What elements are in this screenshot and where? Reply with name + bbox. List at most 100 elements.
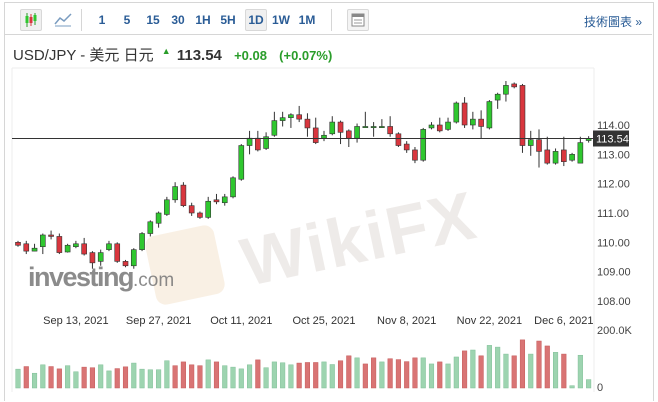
candle-body <box>197 212 203 218</box>
candle-body <box>155 212 162 224</box>
interval-15[interactable]: 15 <box>146 13 160 27</box>
volume-bar <box>503 353 509 389</box>
candle-body <box>106 243 112 250</box>
volume-axis-min-label: 0 <box>597 382 603 394</box>
volume-bar <box>263 367 269 389</box>
candle-body <box>403 143 410 151</box>
price-axis-label: 114.00 <box>597 120 630 132</box>
candle-body <box>436 124 443 132</box>
interval-1m[interactable]: 1M <box>298 13 316 27</box>
interval-1d[interactable]: 1D <box>245 9 267 31</box>
candle-body <box>56 236 63 253</box>
candle-body <box>561 149 567 162</box>
candle-body <box>180 184 187 206</box>
volume-axis-max-label: 200.0K <box>597 325 633 337</box>
volume-bar <box>519 339 526 389</box>
investing-logo-watermark: investing.com <box>28 262 174 293</box>
volume-bar <box>528 353 534 389</box>
candle-body <box>519 85 526 146</box>
volume-bar <box>15 368 21 389</box>
candle-body <box>445 121 451 130</box>
price-change-percent: (+0.07%) <box>279 48 333 63</box>
volume-bar <box>89 367 95 389</box>
volume-bar <box>222 365 228 389</box>
volume-bar <box>48 366 54 389</box>
volume-bar <box>247 364 253 389</box>
price-axis-label: 109.00 <box>597 267 631 279</box>
candle-body <box>552 151 559 164</box>
volume-bar <box>164 360 170 389</box>
volume-bar <box>304 362 310 389</box>
candle-body <box>205 200 212 218</box>
candle-body <box>40 234 46 248</box>
interval-5[interactable]: 5 <box>123 13 131 27</box>
candle-body <box>73 243 79 248</box>
up-arrow-icon: ▲ <box>161 46 171 56</box>
volume-bar <box>586 379 592 389</box>
interval-5h[interactable]: 5H <box>220 13 236 27</box>
candle-body <box>255 137 261 151</box>
toolbar: 1 5 15 30 1H 5H 1D 1W 1M 技術圖表 » <box>5 3 652 35</box>
volume-bar <box>156 369 162 389</box>
candle-body <box>271 120 278 136</box>
candle-body <box>64 244 71 253</box>
volume-bar <box>428 363 435 389</box>
pair-name: USD/JPY - 美元 日元 <box>13 47 154 64</box>
candle-body <box>122 261 129 267</box>
volume-bar <box>577 354 583 389</box>
current-price-label: 113.54 <box>596 133 629 145</box>
candle-body <box>246 137 253 146</box>
candle-body <box>461 102 468 126</box>
volume-bar <box>536 340 542 389</box>
interval-1w[interactable]: 1W <box>272 13 290 27</box>
volume-bar <box>569 385 575 389</box>
candle-body <box>577 142 584 164</box>
volume-bar <box>412 357 418 389</box>
volume-bar <box>23 366 29 389</box>
volume-bar <box>280 362 286 389</box>
volume-bar <box>354 357 360 389</box>
interval-30[interactable]: 30 <box>171 13 185 27</box>
volume-bar <box>404 361 410 389</box>
candle-body <box>164 199 170 215</box>
candle-body <box>511 83 518 88</box>
candle-body <box>147 221 154 234</box>
candle-body <box>395 133 402 146</box>
candle-body <box>263 136 269 149</box>
volume-bar <box>371 357 377 389</box>
volume-bar <box>561 353 567 389</box>
volume-bar <box>255 359 261 389</box>
volume-bar <box>131 362 137 389</box>
price-axis-label: 108.00 <box>597 296 631 308</box>
date-axis-label: Sep 27, 2021 <box>126 315 191 327</box>
investing-logo-text: investing <box>28 262 135 292</box>
interval-1h[interactable]: 1H <box>195 13 211 27</box>
technical-chart-link[interactable]: 技術圖表 » <box>583 15 642 29</box>
line-chart-icon[interactable] <box>53 9 73 29</box>
volume-bar <box>271 361 277 389</box>
volume-bar <box>213 361 220 389</box>
volume-bar <box>180 361 186 389</box>
volume-bar <box>31 372 38 389</box>
volume-bar <box>172 365 178 389</box>
candle-body <box>470 118 476 126</box>
volume-bar <box>296 362 302 389</box>
candlestick-icon[interactable] <box>20 9 42 31</box>
volume-bar <box>139 368 145 389</box>
candle-body <box>478 118 484 127</box>
volume-bar <box>122 366 129 389</box>
instrument-header: USD/JPY - 美元 日元 ▲ 113.54 +0.08 (+0.07%) <box>13 44 332 65</box>
page-layout-icon[interactable] <box>347 9 369 31</box>
toolbar-divider <box>81 9 82 31</box>
last-price: 113.54 <box>176 47 222 64</box>
date-axis-label: Nov 22, 2021 <box>457 315 522 327</box>
interval-1[interactable]: 1 <box>98 13 106 27</box>
volume-bar <box>313 362 319 389</box>
candle-body <box>279 117 286 121</box>
volume-bar <box>205 359 211 389</box>
volume-bar <box>147 369 153 389</box>
volume-bar <box>395 359 401 389</box>
candle-body <box>312 127 319 143</box>
volume-bar <box>106 370 112 389</box>
